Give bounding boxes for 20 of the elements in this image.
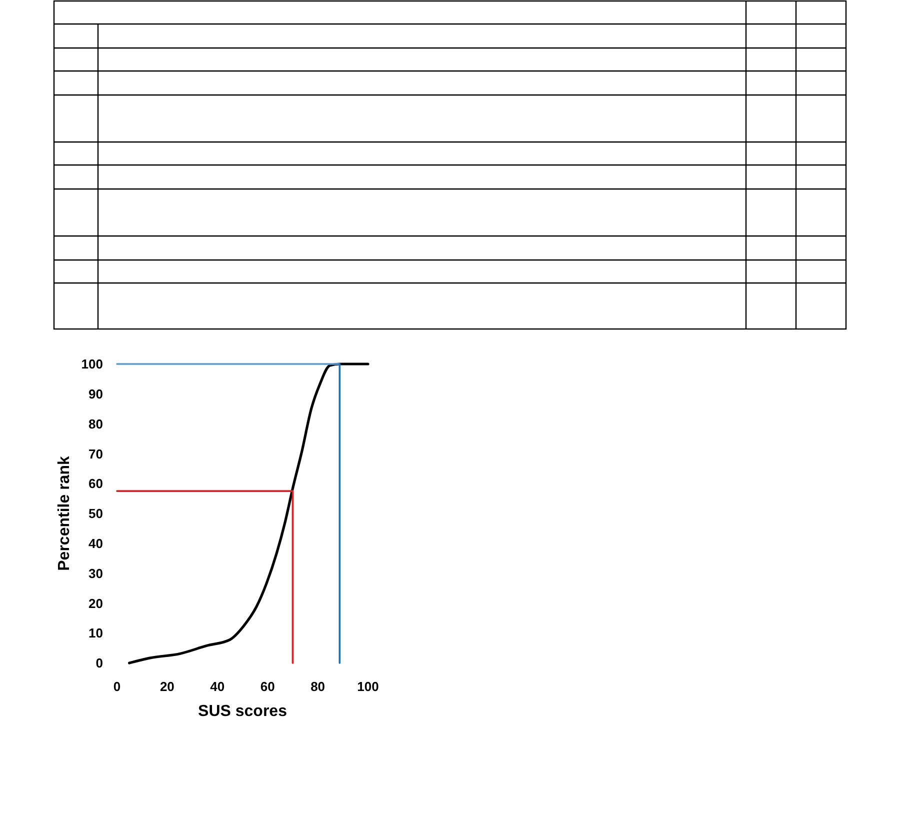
x-tick-label: 80 [310,679,326,694]
x-tick-label: 20 [160,679,174,694]
x-tick-label: 100 [357,679,379,694]
y-tick-label: 10 [88,626,103,641]
y-tick-label: 60 [88,476,103,492]
line-series [128,362,370,664]
y-axis-title: Percentile rank [56,456,73,571]
y-tick-label: 40 [88,536,103,551]
x-tick-label: 0 [113,679,121,694]
y-tick-label: 70 [88,446,103,462]
y-tick-label: 50 [88,506,103,522]
y-tick-label: 0 [96,656,103,671]
y-tick-label: 80 [88,416,103,432]
x-axis-title: SUS scores [198,703,288,720]
x-tick-label: 40 [210,679,225,694]
y-tick-label: 20 [88,596,103,611]
x-tick-label: 60 [260,679,275,694]
y-tick-label: 100 [81,356,103,372]
y-tick-label: 90 [88,386,103,402]
y-tick-label: 30 [88,566,103,581]
